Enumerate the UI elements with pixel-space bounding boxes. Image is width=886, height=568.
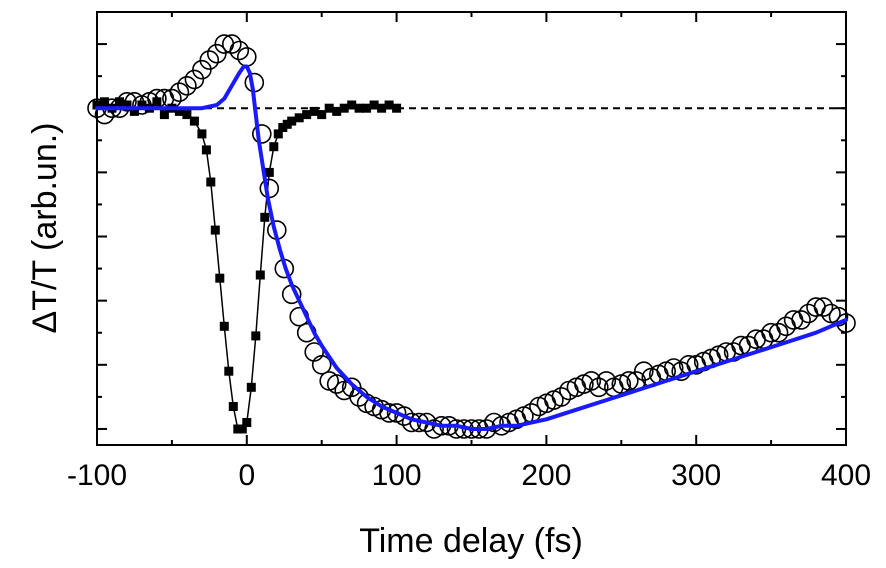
data-point-square xyxy=(339,103,349,113)
data-point-square xyxy=(122,100,132,110)
data-point-square xyxy=(242,418,252,427)
x-tick-label: 0 xyxy=(238,459,255,492)
data-point-square xyxy=(309,106,319,116)
data-point-circle xyxy=(596,371,617,391)
data-point-square xyxy=(115,97,124,107)
data-point-square xyxy=(317,110,327,120)
data-point-square xyxy=(201,145,211,155)
data-point-circle xyxy=(222,34,242,54)
data-point-circle xyxy=(326,374,347,394)
series-connector-line xyxy=(96,101,398,430)
data-point-square xyxy=(182,110,192,120)
x-tick-label: 400 xyxy=(821,459,871,492)
data-point-square xyxy=(255,270,265,280)
data-point-square xyxy=(237,424,247,434)
data-point-square xyxy=(197,129,207,139)
data-point-circle xyxy=(791,310,811,330)
data-point-square xyxy=(332,106,342,116)
data-point-square xyxy=(384,100,394,110)
data-point-circle xyxy=(581,371,602,391)
data-point-circle xyxy=(237,47,257,67)
data-point-square xyxy=(215,273,225,283)
data-point-circle xyxy=(177,76,197,96)
data-point-square xyxy=(100,97,109,107)
data-point-circle xyxy=(828,306,849,327)
x-tick-labels: -100 0 100 200 300 400 xyxy=(67,459,871,492)
data-point-circle xyxy=(169,82,190,102)
data-point-square xyxy=(92,100,102,110)
data-point-circle xyxy=(251,124,272,144)
series-0-filled-square xyxy=(92,97,402,434)
x-tick-label: 100 xyxy=(372,459,422,492)
data-point-square xyxy=(362,103,372,113)
data-point-circle xyxy=(117,92,137,112)
data-point-square xyxy=(324,103,334,113)
data-point-circle xyxy=(229,40,250,61)
data-point-square xyxy=(264,167,274,177)
x-tick-label: 200 xyxy=(521,459,571,492)
data-point-square xyxy=(159,110,169,120)
axis-ticks xyxy=(96,11,847,445)
data-point-square xyxy=(189,116,199,126)
x-tick-label: 300 xyxy=(671,459,721,492)
data-point-square xyxy=(302,110,312,120)
data-point-circle xyxy=(311,354,332,375)
data-point-circle xyxy=(551,387,572,407)
data-point-circle xyxy=(588,377,609,398)
data-point-square xyxy=(246,382,256,392)
data-point-circle xyxy=(184,69,205,90)
data-point-square xyxy=(228,402,238,411)
data-point-square xyxy=(152,97,162,107)
x-tick-label: -100 xyxy=(67,459,127,492)
data-point-circle xyxy=(618,371,639,391)
data-point-circle xyxy=(633,361,654,382)
data-point-square xyxy=(224,366,234,376)
data-point-square xyxy=(174,106,184,116)
data-point-square xyxy=(294,113,304,123)
data-point-circle xyxy=(199,50,220,70)
data-point-square xyxy=(219,321,229,331)
data-point-square xyxy=(347,100,357,110)
data-point-square xyxy=(210,225,220,235)
data-point-square xyxy=(287,116,297,126)
series-1-open-circle xyxy=(87,34,856,439)
data-point-square xyxy=(269,142,279,152)
series-2-none xyxy=(95,64,848,431)
data-point-square xyxy=(206,177,216,187)
data-point-square xyxy=(377,103,387,113)
series-layer xyxy=(87,34,856,439)
data-point-circle xyxy=(768,322,789,343)
y-axis-title: ΔT/T (arb.un.) xyxy=(26,122,64,333)
data-point-square xyxy=(137,100,147,110)
data-point-square xyxy=(354,103,364,113)
data-point-square xyxy=(251,331,261,341)
data-point-square xyxy=(369,100,379,110)
plot-frame xyxy=(96,11,847,446)
data-point-circle xyxy=(813,297,834,317)
data-point-square xyxy=(260,212,270,222)
x-axis-title: Time delay (fs) xyxy=(359,522,583,560)
data-point-square xyxy=(273,129,283,139)
data-point-square xyxy=(392,103,402,113)
fit-curve xyxy=(95,64,848,431)
